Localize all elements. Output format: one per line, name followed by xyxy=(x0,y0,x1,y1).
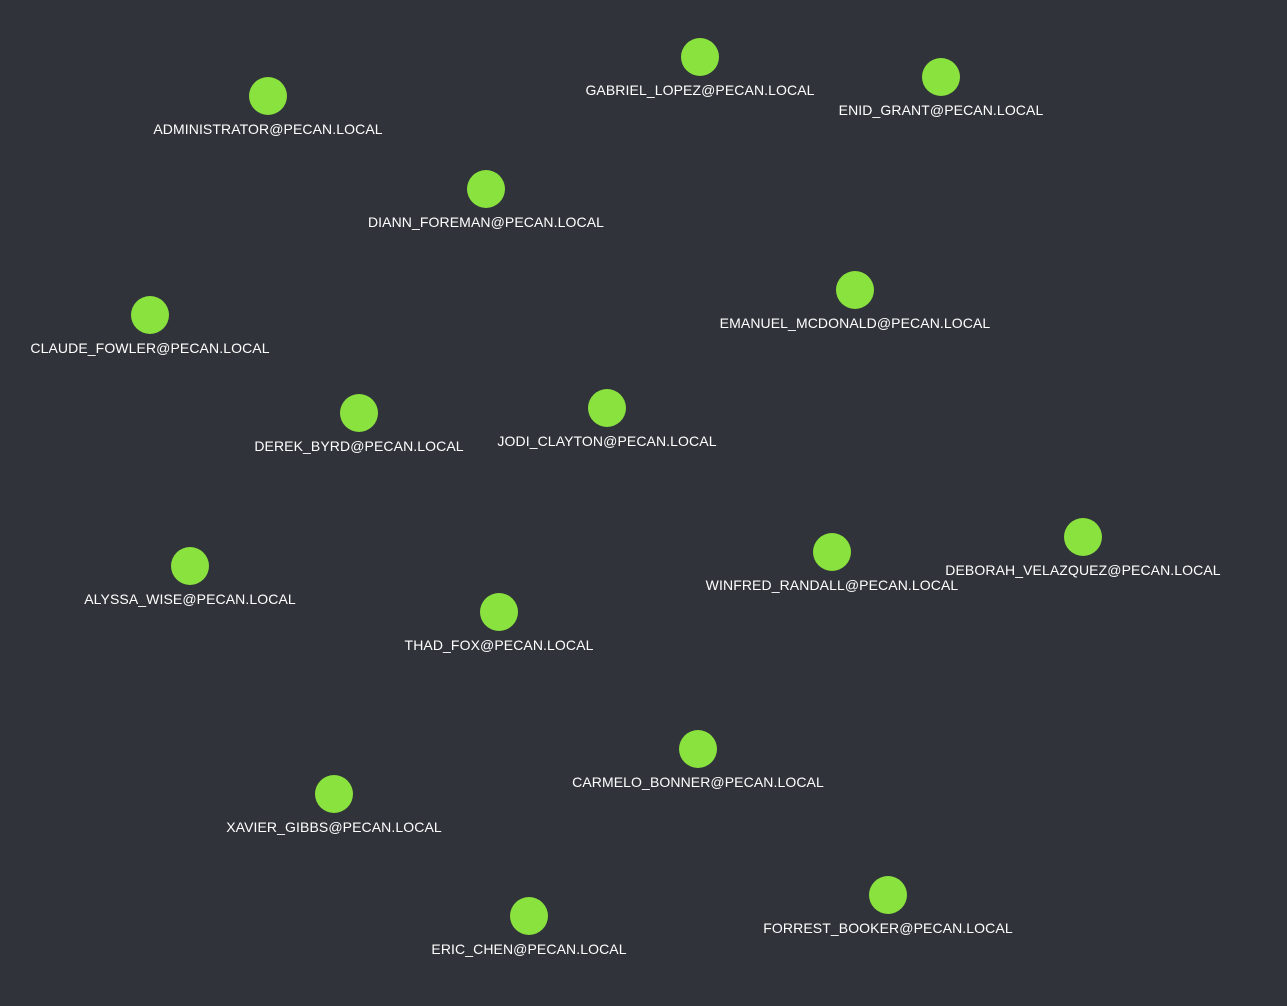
user-node-icon[interactable] xyxy=(869,876,907,914)
user-node-icon[interactable] xyxy=(467,170,505,208)
node-label: CLAUDE_FOWLER@PECAN.LOCAL xyxy=(30,340,270,356)
user-node-icon[interactable] xyxy=(131,296,169,334)
node-label: CARMELO_BONNER@PECAN.LOCAL xyxy=(572,774,824,790)
node-label: DEBORAH_VELAZQUEZ@PECAN.LOCAL xyxy=(945,562,1221,578)
node-label: ERIC_CHEN@PECAN.LOCAL xyxy=(431,941,627,957)
user-node-icon[interactable] xyxy=(1064,518,1102,556)
user-node-icon[interactable] xyxy=(679,730,717,768)
user-node-icon[interactable] xyxy=(171,547,209,585)
user-node-icon[interactable] xyxy=(340,394,378,432)
node-label: ENID_GRANT@PECAN.LOCAL xyxy=(838,102,1044,118)
node-label: EMANUEL_MCDONALD@PECAN.LOCAL xyxy=(719,315,991,331)
user-node-icon[interactable] xyxy=(315,775,353,813)
node-label: XAVIER_GIBBS@PECAN.LOCAL xyxy=(226,819,442,835)
user-node-icon[interactable] xyxy=(588,389,626,427)
user-node-icon[interactable] xyxy=(480,593,518,631)
user-node-icon[interactable] xyxy=(922,58,960,96)
node-label: GABRIEL_LOPEZ@PECAN.LOCAL xyxy=(585,82,815,98)
node-label: THAD_FOX@PECAN.LOCAL xyxy=(404,637,594,653)
user-node-icon[interactable] xyxy=(510,897,548,935)
node-label: WINFRED_RANDALL@PECAN.LOCAL xyxy=(705,577,959,593)
node-label: JODI_CLAYTON@PECAN.LOCAL xyxy=(497,433,717,449)
node-label: DEREK_BYRD@PECAN.LOCAL xyxy=(254,438,464,454)
user-node-icon[interactable] xyxy=(681,38,719,76)
user-node-icon[interactable] xyxy=(813,533,851,571)
node-label: DIANN_FOREMAN@PECAN.LOCAL xyxy=(367,214,605,230)
node-label: FORREST_BOOKER@PECAN.LOCAL xyxy=(763,920,1013,936)
node-label: ALYSSA_WISE@PECAN.LOCAL xyxy=(84,591,296,607)
user-node-icon[interactable] xyxy=(836,271,874,309)
node-label: ADMINISTRATOR@PECAN.LOCAL xyxy=(153,121,383,137)
user-node-icon[interactable] xyxy=(249,77,287,115)
